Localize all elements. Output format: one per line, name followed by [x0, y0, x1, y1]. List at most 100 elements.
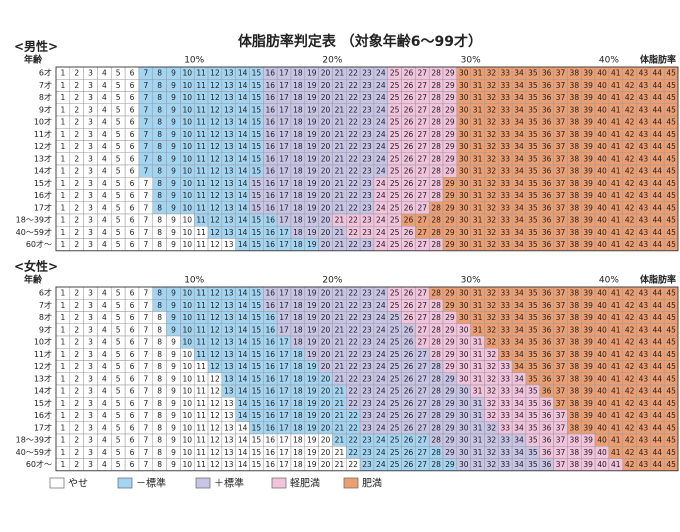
cell-value: 10: [183, 448, 193, 457]
cell-value: 30: [459, 374, 469, 383]
cell-value: 10: [183, 191, 193, 200]
cell-value: 31: [473, 313, 483, 322]
cell-value: 32: [487, 289, 497, 298]
cell-value: 2: [74, 423, 79, 432]
cell-value: 28: [431, 216, 441, 225]
cell-value: 36: [542, 289, 552, 298]
cell-value: 12: [210, 69, 220, 78]
cell-value: 43: [639, 362, 649, 371]
cell-value: 11: [196, 313, 206, 322]
cell-value: 25: [390, 93, 400, 102]
cell-value: 1: [61, 142, 66, 151]
cell-value: 44: [652, 325, 662, 334]
cell-value: 10: [183, 216, 193, 225]
cell-value: 7: [143, 118, 148, 127]
cell-value: 28: [431, 350, 441, 359]
cell-value: 15: [252, 374, 262, 383]
cell-value: 4: [102, 179, 107, 188]
cell-value: 43: [639, 411, 649, 420]
cell-value: 14: [238, 191, 248, 200]
cell-value: 41: [611, 301, 621, 310]
cell-value: 9: [171, 338, 176, 347]
cell-value: 40: [597, 289, 607, 298]
cell-value: 23: [362, 118, 372, 127]
cell-value: 39: [583, 448, 593, 457]
cell-value: 14: [238, 81, 248, 90]
cell-value: 45: [666, 301, 676, 310]
cell-value: 20: [321, 142, 331, 151]
cell-value: 32: [487, 130, 497, 139]
cell-value: 24: [376, 374, 386, 383]
cell-value: 5: [116, 105, 121, 114]
cell-value: 41: [611, 448, 621, 457]
cell-value: 22: [348, 460, 358, 469]
cell-value: 5: [116, 338, 121, 347]
cell-value: 17: [279, 179, 289, 188]
percent-mark: 10%: [184, 276, 204, 286]
cell-value: 21: [335, 399, 345, 408]
cell-value: 33: [500, 118, 510, 127]
cell-value: 32: [487, 423, 497, 432]
cell-value: 32: [487, 93, 497, 102]
cell-value: 1: [61, 179, 66, 188]
cell-value: 25: [390, 179, 400, 188]
cell-value: 38: [570, 350, 580, 359]
cell-value: 8: [157, 436, 162, 445]
cell-value: 18: [293, 228, 303, 237]
cell-value: 40: [597, 228, 607, 237]
cell-value: 30: [459, 130, 469, 139]
cell-value: 15: [252, 313, 262, 322]
cell-value: 3: [88, 411, 93, 420]
cell-value: 6: [130, 118, 135, 127]
cell-value: 36: [542, 203, 552, 212]
cell-value: 27: [418, 142, 428, 151]
cell-value: 18: [293, 93, 303, 102]
cell-value: 41: [611, 167, 621, 176]
cell-value: 16: [265, 423, 275, 432]
cell-value: 18: [293, 411, 303, 420]
cell-value: 7: [143, 289, 148, 298]
cell-value: 36: [542, 130, 552, 139]
cell-value: 20: [321, 448, 331, 457]
cell-value: 8: [157, 203, 162, 212]
cell-value: 1: [61, 69, 66, 78]
cell-value: 36: [542, 411, 552, 420]
cell-value: 23: [362, 216, 372, 225]
cell-value: 20: [321, 362, 331, 371]
cell-value: 10: [183, 436, 193, 445]
cell-value: 37: [556, 154, 566, 163]
cell-value: 34: [514, 423, 524, 432]
cell-value: 35: [528, 460, 538, 469]
cell-value: 4: [102, 423, 107, 432]
cell-value: 33: [500, 289, 510, 298]
cell-value: 18: [293, 313, 303, 322]
cell-value: 18: [293, 374, 303, 383]
cell-value: 43: [639, 130, 649, 139]
cell-value: 14: [238, 93, 248, 102]
cell-value: 16: [265, 105, 275, 114]
cell-value: 29: [445, 130, 455, 139]
cell-value: 14: [238, 313, 248, 322]
cell-value: 37: [556, 374, 566, 383]
cell-value: 4: [102, 130, 107, 139]
cell-value: 24: [376, 436, 386, 445]
cell-value: 29: [445, 179, 455, 188]
cell-value: 8: [157, 130, 162, 139]
cell-value: 9: [171, 436, 176, 445]
cell-value: 12: [210, 399, 220, 408]
cell-value: 36: [542, 338, 552, 347]
cell-value: 45: [666, 203, 676, 212]
cell-value: 6: [130, 130, 135, 139]
cell-value: 30: [459, 411, 469, 420]
cell-value: 35: [528, 374, 538, 383]
cell-value: 30: [459, 289, 469, 298]
cell-value: 14: [238, 118, 248, 127]
cell-value: 6: [130, 142, 135, 151]
cell-value: 3: [88, 313, 93, 322]
cell-value: 14: [238, 362, 248, 371]
cell-value: 30: [459, 118, 469, 127]
cell-value: 17: [279, 374, 289, 383]
cell-value: 44: [652, 460, 662, 469]
cell-value: 28: [431, 411, 441, 420]
cell-value: 11: [196, 448, 206, 457]
